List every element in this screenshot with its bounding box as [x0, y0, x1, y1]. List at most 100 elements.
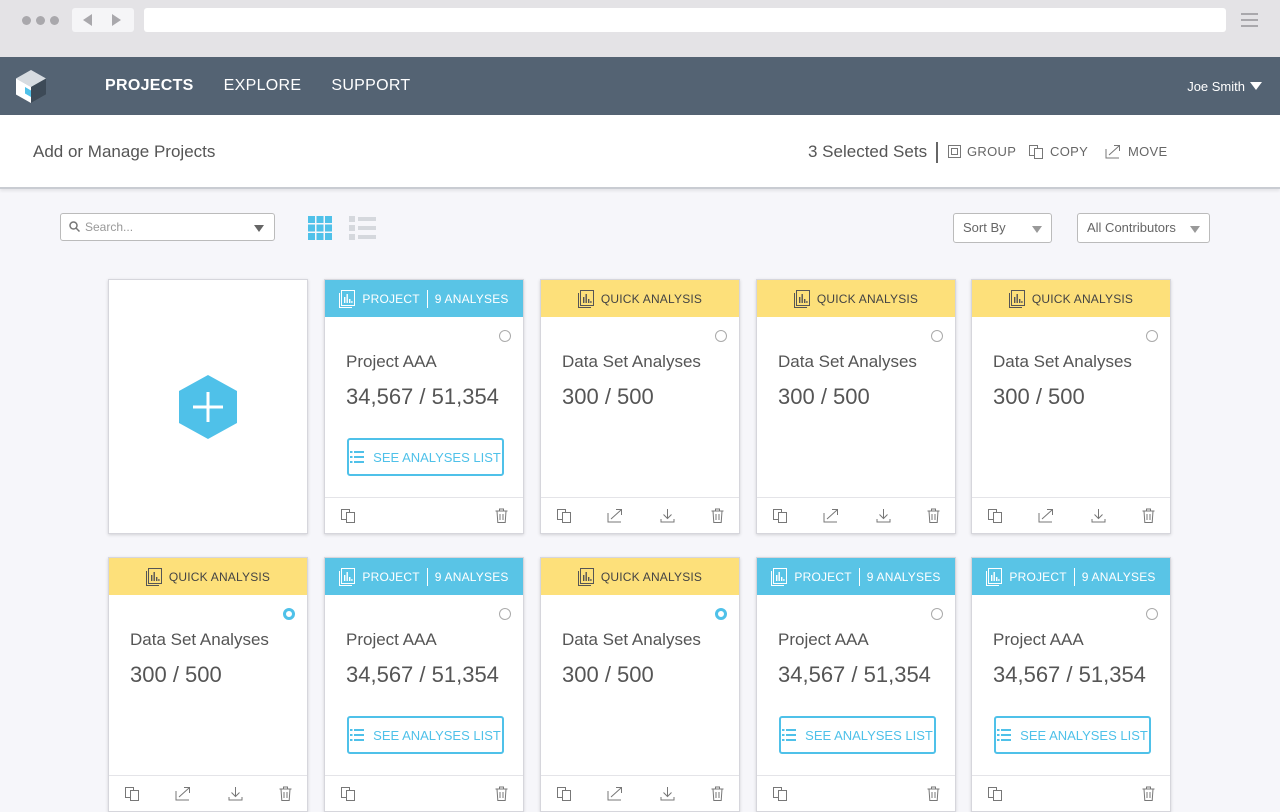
list-icon: [782, 729, 797, 741]
chevron-down-icon[interactable]: [254, 225, 264, 232]
select-radio[interactable]: [715, 608, 727, 620]
search-placeholder: Search...: [85, 220, 134, 234]
quick-analysis-card[interactable]: QUICK ANALYSIS Data Set Analyses 300 / 500: [971, 279, 1171, 534]
nav-support[interactable]: SUPPORT: [331, 77, 411, 94]
analysis-icon: [339, 289, 356, 308]
logo-icon[interactable]: [16, 70, 46, 107]
quick-analysis-card[interactable]: QUICK ANALYSIS Data Set Analyses 300 / 500: [540, 557, 740, 812]
analyses-count: 9 ANALYSES: [434, 569, 509, 584]
move-action[interactable]: [607, 786, 624, 805]
window-controls[interactable]: [22, 16, 59, 25]
download-action[interactable]: [660, 786, 675, 805]
window-dot[interactable]: [50, 16, 59, 25]
search-input[interactable]: Search...: [60, 213, 275, 241]
card-footer: [541, 775, 739, 812]
card-footer: [972, 497, 1170, 534]
move-action[interactable]: [175, 786, 192, 805]
card-header: QUICK ANALYSIS: [109, 558, 307, 595]
move-action[interactable]: [607, 508, 624, 527]
download-action[interactable]: [228, 786, 243, 805]
delete-action[interactable]: [495, 786, 508, 805]
copy-action[interactable]: [988, 508, 1003, 527]
window-dot[interactable]: [36, 16, 45, 25]
copy-action[interactable]: [341, 508, 356, 527]
move-action[interactable]: [823, 508, 840, 527]
see-analyses-list-button[interactable]: SEE ANALYSES LIST: [347, 438, 504, 476]
select-radio[interactable]: [283, 608, 295, 620]
copy-action[interactable]: [125, 786, 140, 805]
card-type-label: PROJECT: [362, 291, 420, 306]
select-radio[interactable]: [1146, 330, 1158, 342]
nav-projects[interactable]: PROJECTS: [105, 77, 194, 94]
browser-nav-buttons: [72, 8, 134, 32]
download-icon: [660, 787, 675, 801]
back-icon[interactable]: [83, 14, 92, 26]
browser-menu-icon[interactable]: [1241, 13, 1258, 31]
quick-analysis-card[interactable]: QUICK ANALYSIS Data Set Analyses 300 / 500: [108, 557, 308, 812]
project-card[interactable]: PROJECT 9 ANALYSES Project AAA 34,567 / 51,…: [756, 557, 956, 812]
select-radio[interactable]: [499, 608, 511, 620]
card-footer: [972, 775, 1170, 812]
copy-button[interactable]: COPY: [1029, 144, 1088, 159]
select-radio[interactable]: [715, 330, 727, 342]
delete-action[interactable]: [495, 508, 508, 527]
project-card[interactable]: PROJECT 9 ANALYSES Project AAA 34,567 / 51,…: [324, 557, 524, 812]
chevron-down-icon: [1250, 82, 1262, 90]
copy-action[interactable]: [773, 508, 788, 527]
card-value: 300 / 500: [778, 384, 870, 409]
download-action[interactable]: [1091, 508, 1106, 527]
see-analyses-list-button[interactable]: SEE ANALYSES LIST: [994, 716, 1151, 754]
address-bar[interactable]: [144, 8, 1226, 32]
trash-icon: [711, 508, 724, 523]
delete-action[interactable]: [711, 786, 724, 805]
see-analyses-list-button[interactable]: SEE ANALYSES LIST: [779, 716, 936, 754]
delete-action[interactable]: [927, 508, 940, 527]
select-radio[interactable]: [1146, 608, 1158, 620]
sort-by-select[interactable]: Sort By: [953, 213, 1052, 243]
card-type-label: QUICK ANALYSIS: [600, 291, 703, 306]
group-button[interactable]: GROUP: [948, 144, 1016, 159]
delete-action[interactable]: [1142, 508, 1155, 527]
select-radio[interactable]: [931, 330, 943, 342]
list-view-icon[interactable]: [349, 216, 376, 240]
move-action[interactable]: [1038, 508, 1055, 527]
add-icon[interactable]: [179, 375, 237, 439]
copy-icon: [988, 509, 1002, 523]
delete-action[interactable]: [711, 508, 724, 527]
project-card[interactable]: PROJECT 9 ANALYSES Project AAA 34,567 / 51,…: [971, 557, 1171, 812]
add-project-card[interactable]: [108, 279, 308, 534]
select-radio[interactable]: [499, 330, 511, 342]
copy-action[interactable]: [988, 786, 1003, 805]
card-type-label: QUICK ANALYSIS: [816, 291, 919, 306]
see-analyses-list-button[interactable]: SEE ANALYSES LIST: [347, 716, 504, 754]
user-menu[interactable]: Joe Smith: [1187, 57, 1262, 115]
copy-action[interactable]: [773, 786, 788, 805]
download-action[interactable]: [876, 508, 891, 527]
card-type-label: PROJECT: [1009, 569, 1067, 584]
copy-action[interactable]: [341, 786, 356, 805]
grid-view-icon[interactable]: [308, 216, 332, 240]
page-title: Add or Manage Projects: [33, 142, 216, 161]
contributors-select[interactable]: All Contributors: [1077, 213, 1210, 243]
trash-icon: [711, 786, 724, 801]
quick-analysis-card[interactable]: QUICK ANALYSIS Data Set Analyses 300 / 500: [756, 279, 956, 534]
card-header: PROJECT 9 ANALYSES: [757, 558, 955, 595]
delete-action[interactable]: [1142, 786, 1155, 805]
copy-icon: [341, 509, 355, 523]
nav-explore[interactable]: EXPLORE: [223, 77, 302, 94]
copy-action[interactable]: [557, 508, 572, 527]
card-footer: [541, 497, 739, 534]
forward-icon[interactable]: [112, 14, 121, 26]
copy-action[interactable]: [557, 786, 572, 805]
project-card[interactable]: PROJECT 9 ANALYSES Project AAA 34,567 / 51,…: [324, 279, 524, 534]
quick-analysis-card[interactable]: QUICK ANALYSIS Data Set Analyses 300 / 500: [540, 279, 740, 534]
card-header: QUICK ANALYSIS: [541, 280, 739, 317]
select-radio[interactable]: [931, 608, 943, 620]
download-action[interactable]: [660, 508, 675, 527]
window-dot[interactable]: [22, 16, 31, 25]
move-button[interactable]: MOVE: [1105, 144, 1167, 159]
move-icon: [607, 509, 622, 523]
copy-icon: [1029, 144, 1043, 159]
delete-action[interactable]: [279, 786, 292, 805]
delete-action[interactable]: [927, 786, 940, 805]
